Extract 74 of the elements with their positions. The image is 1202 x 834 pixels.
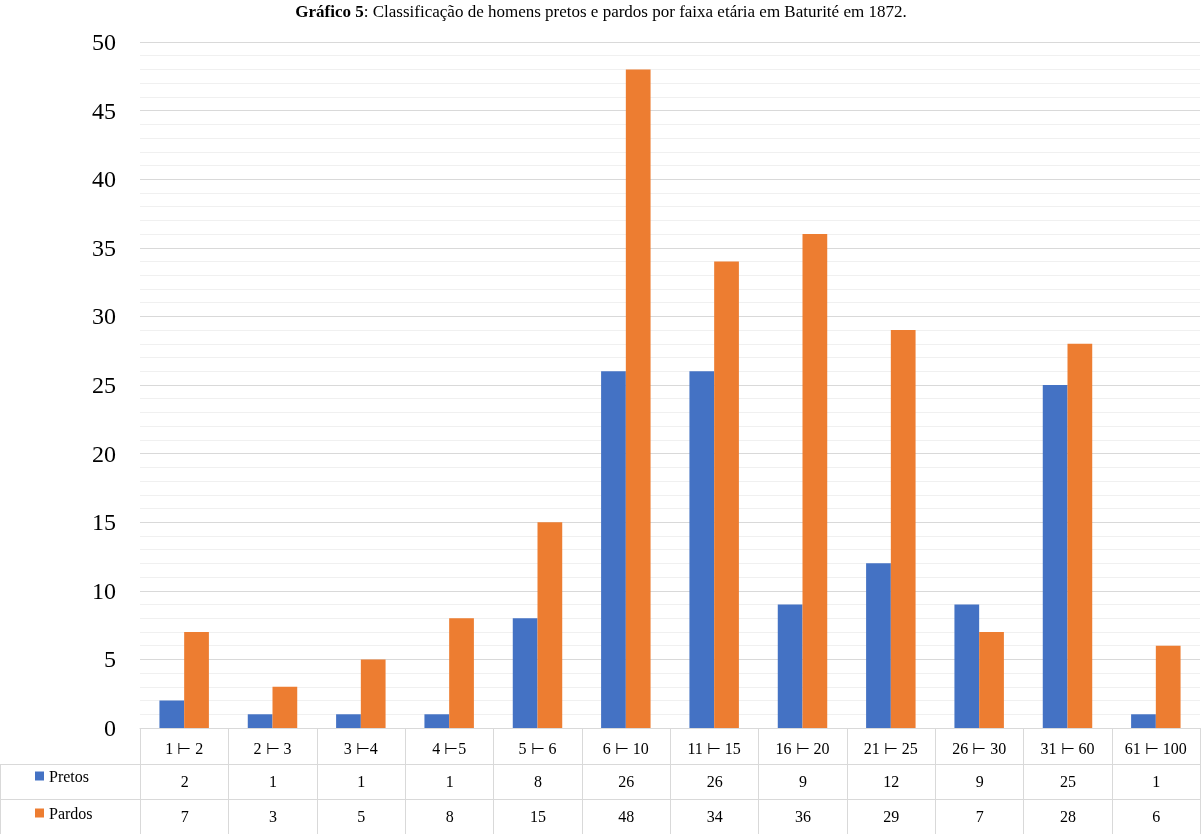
data-label: 29 — [846, 799, 936, 834]
bar — [689, 371, 715, 728]
data-label: 1 — [316, 764, 406, 800]
legend-label: Pretos — [49, 767, 89, 785]
data-label: 1 — [405, 764, 495, 800]
legend-label: Pardos — [49, 804, 93, 822]
y-tick-label: 5 — [104, 646, 116, 673]
y-tick-label: 50 — [92, 29, 116, 55]
bar — [979, 631, 1004, 728]
x-tick-label: 31 ⊢ 60 — [1040, 739, 1095, 757]
x-tick-label: 4 ⊢5 — [432, 739, 467, 757]
bar — [247, 714, 273, 728]
data-label: 7 — [140, 799, 230, 834]
bar — [954, 604, 980, 728]
bar — [802, 234, 828, 728]
y-tick-label: 30 — [92, 303, 116, 330]
data-label: 9 — [758, 764, 848, 800]
y-tick-label: 40 — [92, 166, 116, 193]
data-label: 36 — [758, 799, 848, 834]
bar — [890, 330, 916, 728]
bar — [336, 714, 361, 728]
data-label: 12 — [846, 764, 936, 800]
bar — [272, 686, 298, 728]
bar — [777, 604, 803, 728]
x-tick-label: 11 ⊢ 15 — [687, 739, 741, 757]
bar — [184, 631, 209, 728]
x-tick-label: 5 ⊢ 6 — [518, 739, 557, 757]
y-tick-label: 25 — [92, 372, 116, 398]
data-label: 1 — [228, 764, 318, 800]
x-tick-label: 26 ⊢ 30 — [952, 739, 1007, 757]
x-tick-label: 6 ⊢ 10 — [602, 739, 649, 757]
bar — [512, 618, 538, 728]
data-label: 3 — [228, 799, 318, 834]
bar — [449, 618, 474, 728]
y-tick-label: 15 — [92, 509, 116, 536]
bar — [601, 371, 626, 728]
bar — [1155, 645, 1181, 728]
x-tick-label: 21 ⊢ 25 — [863, 739, 918, 757]
y-tick-label: 20 — [92, 440, 116, 467]
y-tick-label: 10 — [92, 577, 116, 604]
data-label: 6 — [1111, 799, 1201, 834]
data-label: 34 — [670, 799, 760, 834]
x-tick-label: 16 ⊢ 20 — [775, 739, 830, 757]
bar — [537, 522, 563, 728]
bar — [159, 700, 185, 728]
bar — [1067, 343, 1093, 728]
y-tick-label: 0 — [104, 715, 116, 741]
data-label: 48 — [581, 799, 671, 834]
chart-title: Gráfico 5: Classificação de homens pretos e pardos por faixa etária em Baturité em 1872. — [294, 2, 908, 22]
bar — [625, 69, 651, 728]
bar — [1042, 385, 1068, 728]
data-label: 5 — [316, 799, 406, 834]
data-label: 8 — [405, 799, 495, 834]
x-tick-label: 1 ⊢ 2 — [165, 739, 204, 757]
data-label: 2 — [140, 764, 230, 800]
data-label: 1 — [1111, 764, 1201, 800]
data-label: 8 — [493, 764, 583, 800]
bar — [866, 563, 891, 728]
bar — [360, 659, 386, 728]
x-tick-label: 61 ⊢ 100 — [1124, 739, 1187, 757]
bar — [714, 261, 739, 728]
y-tick-label: 35 — [92, 234, 116, 261]
data-label: 9 — [935, 764, 1025, 800]
x-tick-label: 3 ⊢4 — [343, 739, 378, 757]
bar — [1131, 714, 1156, 728]
data-label: 26 — [581, 764, 671, 800]
y-tick-label: 45 — [92, 97, 116, 124]
data-label: 7 — [935, 799, 1025, 834]
data-label: 25 — [1023, 764, 1113, 800]
x-tick-label: 2 ⊢ 3 — [253, 739, 292, 757]
data-label: 15 — [493, 799, 583, 834]
bar — [424, 714, 450, 728]
data-label: 28 — [1023, 799, 1113, 834]
data-label: 26 — [670, 764, 760, 800]
